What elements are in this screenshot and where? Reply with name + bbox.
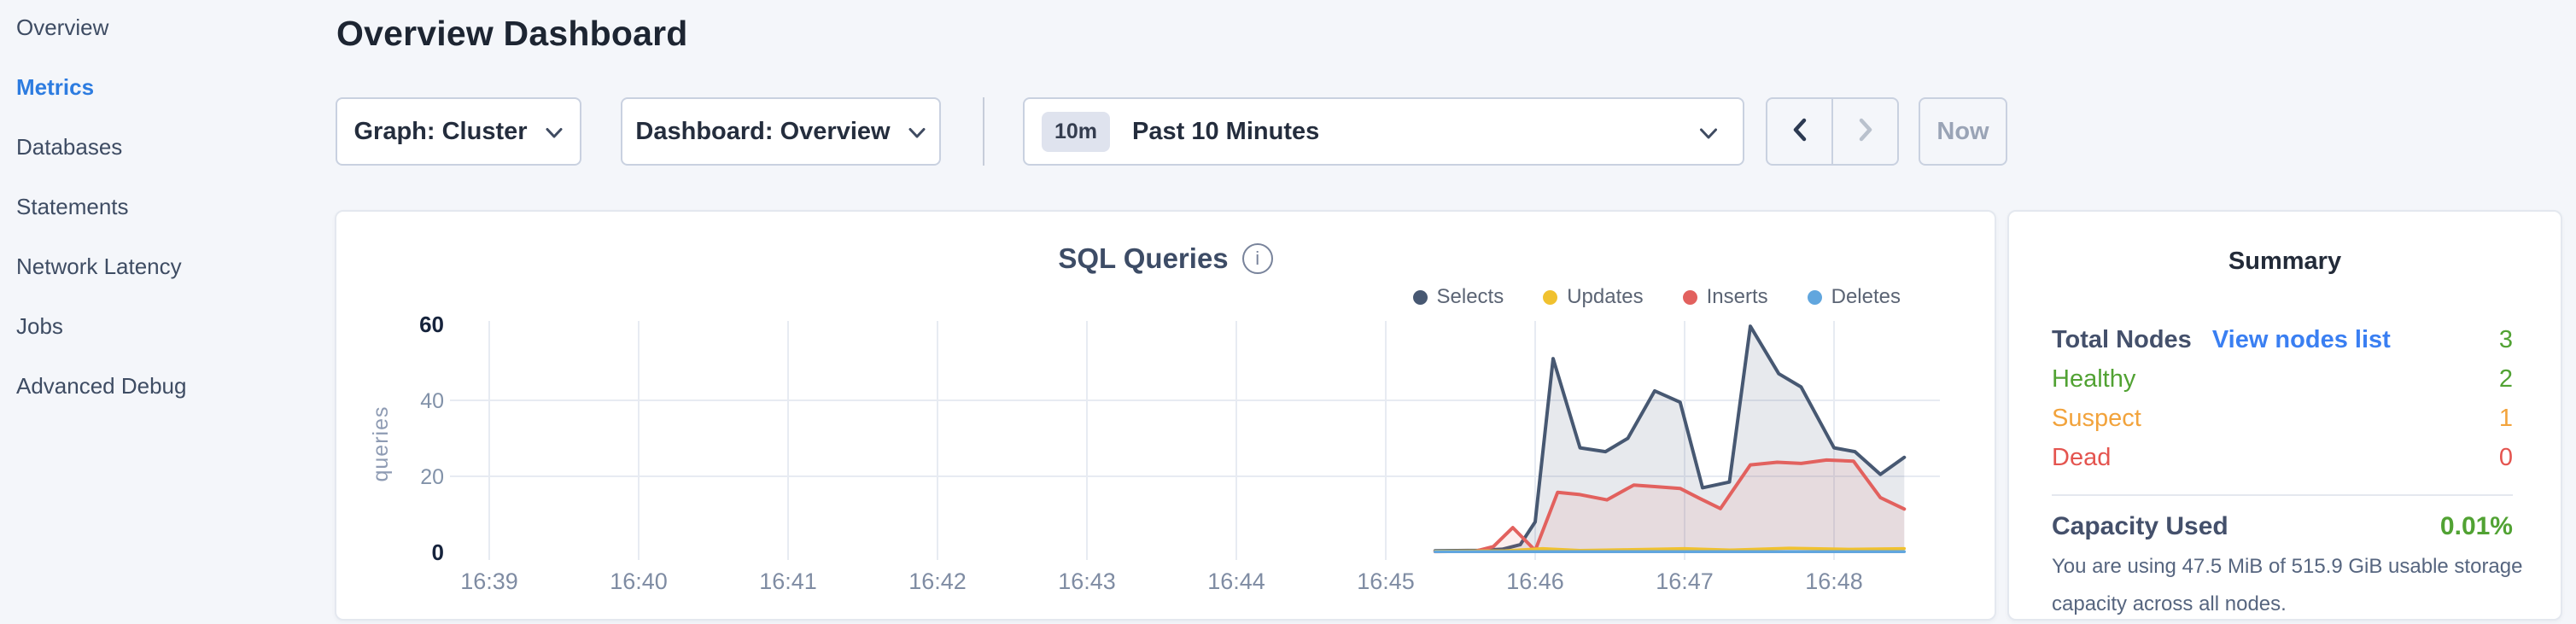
previous-time-window-button[interactable] (1767, 99, 1831, 164)
sql-queries-plot[interactable]: 16:39 16:40 16:41 16:42 16:43 16:44 16:45 16:46… (336, 212, 1998, 622)
svg-text:queries: queries (369, 406, 393, 482)
summary-rows: Total Nodes View nodes list 3 Healthy 2 … (2052, 326, 2513, 483)
selects-dot-icon (1412, 289, 1428, 305)
suspect-value: 1 (2498, 405, 2513, 432)
svg-text:16:41: 16:41 (759, 569, 817, 594)
chart-title: SQL Queries (1058, 242, 1229, 274)
total-nodes-row: Total Nodes View nodes list 3 (2052, 326, 2513, 365)
dashboard-dropdown[interactable]: Dashboard: Overview (621, 97, 941, 166)
suspect-label: Suspect (2052, 405, 2141, 432)
sidebar-item-metrics[interactable]: Metrics (16, 74, 95, 100)
sidebar-item-network-latency[interactable]: Network Latency (16, 254, 182, 279)
svg-text:16:48: 16:48 (1805, 569, 1863, 594)
legend-item-updates[interactable]: Updates (1543, 285, 1644, 309)
graph-scope-dropdown-label: Graph: Cluster (353, 117, 528, 145)
capacity-used-value: 0.01% (2439, 512, 2513, 540)
chevron-down-icon (545, 127, 564, 139)
summary-divider (2052, 494, 2513, 496)
next-time-window-button[interactable] (1831, 99, 1897, 164)
dashboard-dropdown-label: Dashboard: Overview (635, 117, 891, 145)
legend-item-inserts[interactable]: Inserts (1682, 285, 1768, 309)
time-range-label: Past 10 Minutes (1132, 117, 1320, 145)
dead-label: Dead (2052, 444, 2112, 471)
suspect-nodes-row: Suspect 1 (2052, 405, 2513, 444)
total-nodes-value: 3 (2498, 326, 2513, 353)
capacity-used-row: Capacity Used 0.01% (2052, 512, 2513, 541)
svg-text:40: 40 (420, 389, 444, 413)
svg-text:0: 0 (432, 539, 444, 565)
healthy-nodes-row: Healthy 2 (2052, 365, 2513, 405)
healthy-label: Healthy (2052, 365, 2136, 393)
time-window-arrows (1766, 97, 1899, 166)
svg-text:16:47: 16:47 (1656, 569, 1714, 594)
svg-text:60: 60 (419, 312, 444, 337)
now-button[interactable]: Now (1919, 97, 2007, 166)
chevron-right-icon (1855, 114, 1877, 149)
legend-label: Inserts (1706, 285, 1768, 308)
time-range-badge: 10m (1042, 111, 1111, 152)
chevron-down-icon (1698, 127, 1719, 140)
sidebar-item-statements[interactable]: Statements (16, 194, 129, 219)
svg-text:16:42: 16:42 (908, 569, 967, 594)
sidebar-item-advanced-debug[interactable]: Advanced Debug (16, 373, 187, 399)
total-nodes-label: Total Nodes (2052, 326, 2192, 353)
legend-item-selects[interactable]: Selects (1412, 285, 1504, 309)
legend-label: Deletes (1831, 285, 1901, 308)
view-nodes-list-link[interactable]: View nodes list (2211, 326, 2391, 353)
time-range-picker[interactable]: 10m Past 10 Minutes (1023, 97, 1744, 166)
chevron-down-icon (908, 127, 926, 139)
legend-label: Selects (1436, 285, 1504, 308)
dead-nodes-row: Dead 0 (2052, 444, 2513, 483)
sidebar-nav: Overview Metrics Databases Statements Ne… (0, 0, 335, 623)
page-title: Overview Dashboard (336, 14, 688, 53)
inserts-dot-icon (1682, 289, 1697, 305)
updates-dot-icon (1543, 289, 1558, 305)
sidebar-item-databases[interactable]: Databases (16, 134, 123, 160)
svg-text:16:44: 16:44 (1207, 569, 1265, 594)
svg-text:20: 20 (420, 465, 444, 489)
capacity-description: You are using 47.5 MiB of 515.9 GiB usab… (2052, 555, 2523, 616)
chart-legend: Selects Updates Inserts Deletes (1412, 285, 1901, 309)
healthy-value: 2 (2498, 365, 2513, 393)
summary-title: Summary (2228, 248, 2342, 275)
sidebar-item-overview[interactable]: Overview (16, 15, 109, 40)
chevron-left-icon (1789, 114, 1811, 149)
svg-text:16:43: 16:43 (1058, 569, 1116, 594)
svg-text:16:39: 16:39 (460, 569, 518, 594)
svg-text:16:40: 16:40 (610, 569, 668, 594)
chart-header: SQL Queries i (336, 242, 1995, 275)
sidebar-item-jobs[interactable]: Jobs (16, 313, 63, 339)
summary-card: Summary Total Nodes View nodes list 3 He… (2007, 210, 2562, 621)
info-icon[interactable]: i (1241, 243, 1273, 274)
legend-label: Updates (1567, 285, 1644, 308)
graph-scope-dropdown[interactable]: Graph: Cluster (336, 97, 581, 166)
svg-text:16:46: 16:46 (1506, 569, 1564, 594)
dead-value: 0 (2498, 444, 2513, 471)
controls-divider (983, 97, 984, 166)
legend-item-deletes[interactable]: Deletes (1807, 285, 1901, 309)
svg-text:16:45: 16:45 (1357, 569, 1415, 594)
deletes-dot-icon (1807, 289, 1822, 305)
capacity-used-label: Capacity Used (2052, 512, 2228, 540)
sql-queries-chart-card: SQL Queries i Selects Updates Inserts De… (335, 210, 1996, 621)
